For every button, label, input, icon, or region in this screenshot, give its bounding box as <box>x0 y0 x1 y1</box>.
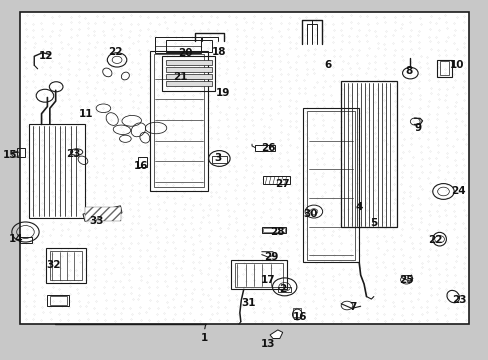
Bar <box>439 61 448 75</box>
Bar <box>50 251 82 280</box>
Text: 17: 17 <box>260 275 275 285</box>
Bar <box>306 111 355 260</box>
Bar <box>263 228 284 232</box>
Text: 3: 3 <box>214 153 221 163</box>
Bar <box>293 308 301 317</box>
Bar <box>255 145 274 150</box>
Text: 16: 16 <box>292 312 306 322</box>
Bar <box>17 148 25 157</box>
Bar <box>261 226 285 233</box>
Bar <box>153 54 204 187</box>
Bar <box>20 12 468 324</box>
Text: 28: 28 <box>270 227 285 237</box>
Text: 6: 6 <box>323 60 330 70</box>
Bar <box>211 156 227 163</box>
Text: 23: 23 <box>66 149 81 159</box>
Text: 2: 2 <box>279 284 286 294</box>
Text: 12: 12 <box>39 51 53 61</box>
Bar <box>235 263 283 287</box>
Text: 30: 30 <box>303 209 317 219</box>
Bar <box>303 108 359 262</box>
Text: 10: 10 <box>448 60 463 70</box>
Text: 29: 29 <box>264 252 278 262</box>
Bar <box>165 40 212 51</box>
Text: 18: 18 <box>212 46 226 57</box>
Text: 19: 19 <box>215 88 229 98</box>
Text: 21: 21 <box>173 72 187 82</box>
Text: 14: 14 <box>8 234 23 244</box>
Text: 1: 1 <box>201 333 208 343</box>
Bar <box>149 51 208 191</box>
Bar <box>277 287 291 292</box>
Bar <box>436 59 451 77</box>
Text: 22: 22 <box>108 46 122 57</box>
Bar <box>47 295 69 306</box>
Text: 8: 8 <box>405 66 412 76</box>
Text: 9: 9 <box>413 123 420 133</box>
Bar <box>263 176 289 184</box>
Text: 15: 15 <box>2 150 17 160</box>
Bar <box>46 248 86 283</box>
Bar <box>29 125 85 218</box>
Text: 16: 16 <box>134 161 148 171</box>
Text: 5: 5 <box>369 218 377 228</box>
Text: 23: 23 <box>451 295 466 305</box>
Polygon shape <box>269 330 282 338</box>
Bar <box>165 74 211 79</box>
Text: 27: 27 <box>275 179 289 189</box>
Bar <box>165 67 211 72</box>
Bar <box>341 81 396 227</box>
Text: 31: 31 <box>241 298 255 308</box>
Text: 4: 4 <box>355 202 362 212</box>
Text: 7: 7 <box>349 302 356 312</box>
Text: 24: 24 <box>450 186 465 197</box>
Bar <box>231 260 286 289</box>
Text: 26: 26 <box>260 143 275 153</box>
Text: 22: 22 <box>427 235 442 245</box>
Text: 33: 33 <box>89 216 103 226</box>
Bar <box>50 296 67 305</box>
Bar <box>162 56 215 91</box>
Bar <box>154 37 201 53</box>
Bar <box>165 81 211 86</box>
Text: 11: 11 <box>79 109 93 119</box>
Text: 13: 13 <box>260 339 275 349</box>
Bar <box>85 207 121 221</box>
Bar <box>165 60 211 64</box>
Text: 32: 32 <box>46 260 61 270</box>
Bar <box>20 237 32 243</box>
Polygon shape <box>83 206 122 221</box>
Text: 20: 20 <box>178 48 192 58</box>
Bar <box>137 157 147 167</box>
Text: 25: 25 <box>398 275 413 285</box>
